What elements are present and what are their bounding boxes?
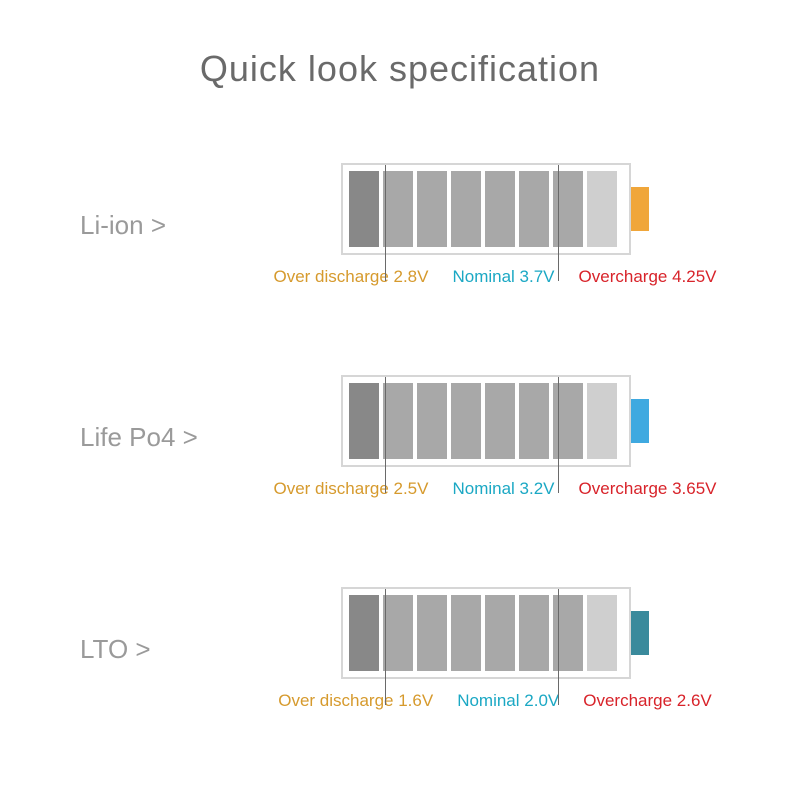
battery-segment [383, 595, 413, 671]
threshold-labels: Over discharge 2.5V Nominal 3.2V Overcharg… [250, 479, 740, 499]
threshold-marker [558, 165, 559, 281]
over-discharge-label: Over discharge 2.5V [274, 479, 429, 499]
battery-body [341, 587, 631, 679]
battery-terminal [631, 399, 649, 443]
battery-segment [451, 383, 481, 459]
battery-segment [383, 383, 413, 459]
over-discharge-label: Over discharge 2.8V [274, 267, 429, 287]
chemistry-label: Life Po4 > [80, 422, 250, 453]
battery-body [341, 163, 631, 255]
battery-segment [519, 595, 549, 671]
battery-icon [341, 163, 649, 255]
battery-area: Over discharge 1.6V Nominal 2.0V Overcharg… [250, 587, 740, 711]
battery-segment [349, 171, 379, 247]
threshold-marker [385, 165, 386, 281]
battery-segment [587, 595, 617, 671]
battery-segment [349, 595, 379, 671]
threshold-marker [558, 589, 559, 705]
spec-row: Life Po4 > Over discharge 2.5V Nominal 3.2… [0, 362, 800, 512]
battery-segment [587, 383, 617, 459]
nominal-label: Nominal 3.7V [452, 267, 554, 287]
battery-segment [519, 383, 549, 459]
battery-segment [519, 171, 549, 247]
battery-segment [451, 171, 481, 247]
battery-segment [417, 595, 447, 671]
battery-segment [417, 383, 447, 459]
battery-segment [587, 171, 617, 247]
overcharge-label: Overcharge 4.25V [579, 267, 717, 287]
chemistry-label: LTO > [80, 634, 250, 665]
battery-segment [485, 383, 515, 459]
nominal-label: Nominal 2.0V [457, 691, 559, 711]
battery-segment [417, 171, 447, 247]
spec-row: LTO >Over discharge 1.6VNominal 2.0VOver… [0, 574, 800, 724]
battery-segment [383, 171, 413, 247]
battery-terminal [631, 187, 649, 231]
threshold-marker [558, 377, 559, 493]
threshold-labels: Over discharge 1.6V Nominal 2.0V Overcharg… [250, 691, 740, 711]
spec-row: Li-ion >Over discharge 2.8VNominal 3.7VO… [0, 150, 800, 300]
overcharge-label: Overcharge 2.6V [583, 691, 712, 711]
battery-body [341, 375, 631, 467]
threshold-marker [385, 377, 386, 493]
battery-icon [341, 587, 649, 679]
threshold-marker [385, 589, 386, 705]
spec-rows: Li-ion >Over discharge 2.8VNominal 3.7VO… [0, 150, 800, 724]
overcharge-label: Overcharge 3.65V [579, 479, 717, 499]
nominal-label: Nominal 3.2V [452, 479, 554, 499]
battery-segment [349, 383, 379, 459]
battery-area: Over discharge 2.5V Nominal 3.2V Overcharg… [250, 375, 740, 499]
page: Quick look specification Li-ion > Over di… [0, 0, 800, 800]
threshold-labels: Over discharge 2.8V Nominal 3.7V Overcharg… [250, 267, 740, 287]
chemistry-label: Li-ion > [80, 210, 250, 241]
battery-segment [485, 171, 515, 247]
page-title: Quick look specification [0, 48, 800, 90]
over-discharge-label: Over discharge 1.6V [278, 691, 433, 711]
battery-icon [341, 375, 649, 467]
battery-segment [451, 595, 481, 671]
battery-terminal [631, 611, 649, 655]
battery-area: Over discharge 2.8V Nominal 3.7V Overcharg… [250, 163, 740, 287]
battery-segment [485, 595, 515, 671]
